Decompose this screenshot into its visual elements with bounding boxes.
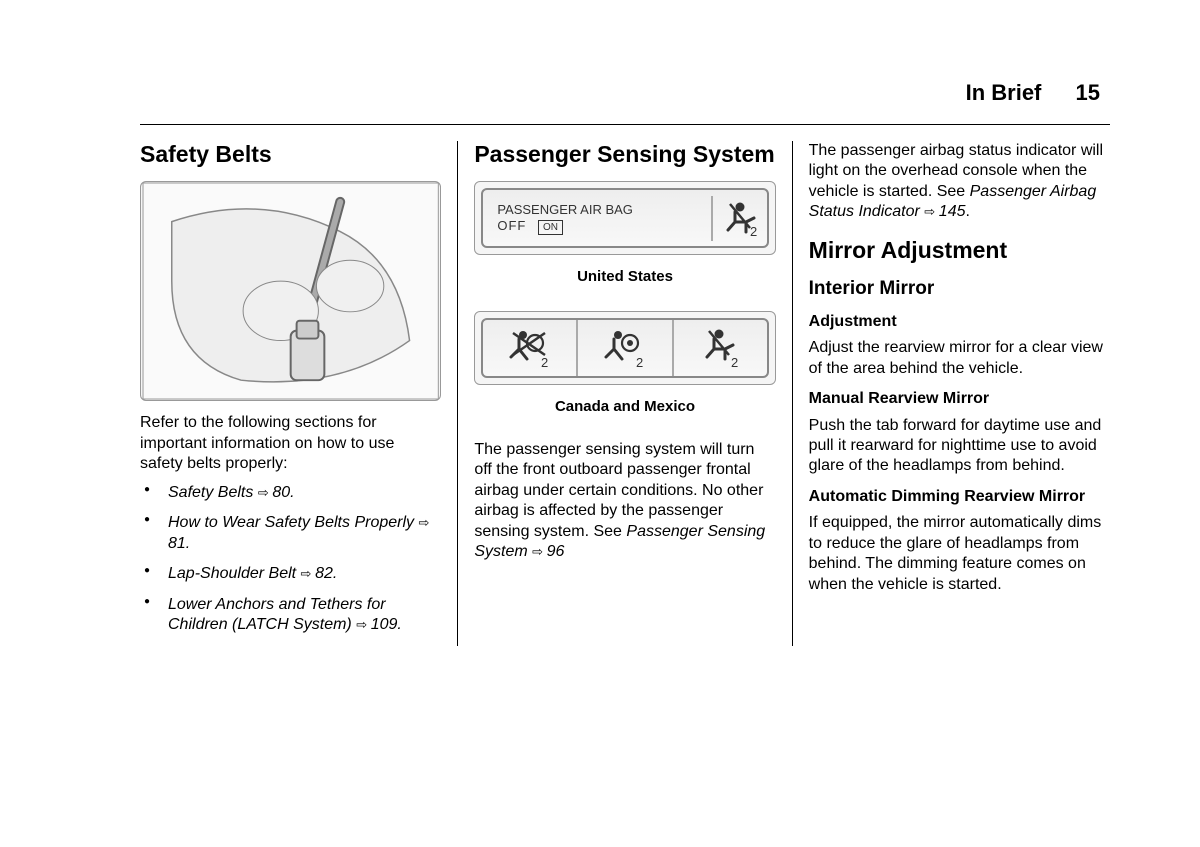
- airbag-status-intro: The passenger airbag status indicator wi…: [809, 141, 1110, 223]
- list-item: Lap-Shoulder Belt 82.: [140, 564, 441, 584]
- manual-page: In Brief 15 Safety Belts Refer to the fo…: [0, 0, 1200, 686]
- airbag-off-icon: 2: [483, 320, 576, 376]
- manual-mirror-heading: Manual Rearview Mirror: [809, 389, 1110, 409]
- airbag-on-label: ON: [538, 220, 563, 235]
- adjustment-body: Adjust the rearview mirror for a clear v…: [809, 338, 1110, 379]
- passenger-sensing-title: Passenger Sensing System: [474, 141, 775, 167]
- caption-ca: Canada and Mexico: [474, 397, 775, 416]
- mirror-adjustment-title: Mirror Adjustment: [809, 237, 1110, 263]
- header-rule: [140, 124, 1110, 125]
- safety-belts-list: Safety Belts 80. How to Wear Safety Belt…: [140, 483, 441, 636]
- auto-dimming-body: If equipped, the mirror automatically di…: [809, 513, 1110, 595]
- list-item: How to Wear Safety Belts Properly 81.: [140, 513, 441, 554]
- svg-text:2: 2: [636, 355, 643, 370]
- safety-belts-intro: Refer to the following sections for impo…: [140, 413, 441, 474]
- list-item: Safety Belts 80.: [140, 483, 441, 503]
- column-1: Safety Belts Refer to the following sect…: [140, 141, 457, 646]
- page-header: In Brief 15: [140, 80, 1110, 106]
- svg-text:2: 2: [750, 224, 757, 238]
- columns: Safety Belts Refer to the following sect…: [140, 141, 1110, 646]
- column-2: Passenger Sensing System PASSENGER AIR B…: [457, 141, 792, 646]
- svg-text:2: 2: [731, 355, 738, 370]
- column-3: The passenger airbag status indicator wi…: [793, 141, 1110, 646]
- airbag-on-icon: 2: [576, 320, 671, 376]
- airbag-indicator-us: PASSENGER AIR BAG OFF ON 2: [474, 181, 775, 255]
- safety-belts-title: Safety Belts: [140, 141, 441, 167]
- seatbelt-figure: [140, 181, 441, 401]
- caption-us: United States: [474, 267, 775, 286]
- seatbelt-illustration: [141, 182, 440, 400]
- interior-mirror-heading: Interior Mirror: [809, 277, 1110, 301]
- airbag-label-line1: PASSENGER AIR BAG: [497, 202, 710, 219]
- airbag-off-label: OFF: [497, 218, 526, 233]
- adjustment-heading: Adjustment: [809, 312, 1110, 332]
- header-page-number: 15: [1076, 80, 1100, 105]
- seated-passenger-icon: 2: [672, 320, 767, 376]
- seated-passenger-icon: 2: [711, 196, 767, 241]
- passenger-sensing-body: The passenger sensing system will turn o…: [474, 440, 775, 563]
- manual-mirror-body: Push the tab forward for daytime use and…: [809, 416, 1110, 477]
- airbag-indicator-ca: 2 2: [474, 311, 775, 385]
- header-section: In Brief: [966, 80, 1042, 105]
- list-item: Lower Anchors and Tethers for Children (…: [140, 595, 441, 636]
- auto-dimming-heading: Automatic Dimming Rearview Mirror: [809, 487, 1110, 507]
- svg-text:2: 2: [541, 355, 548, 370]
